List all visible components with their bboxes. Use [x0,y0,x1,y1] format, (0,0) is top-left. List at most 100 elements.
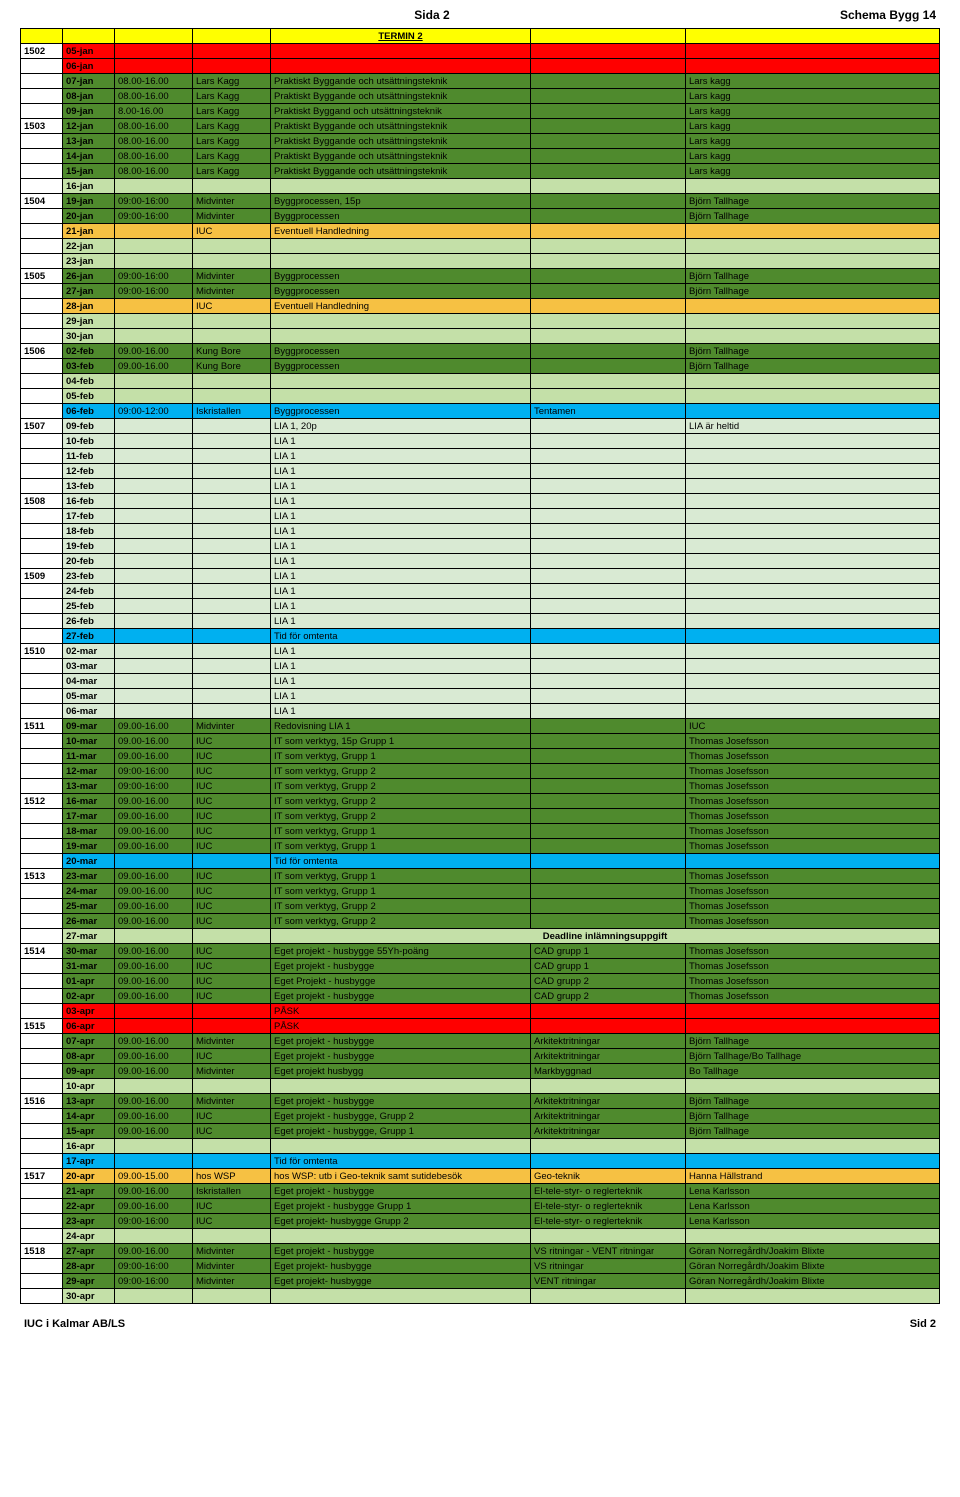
room-cell [193,329,271,344]
subject-cell: Eget projekt- husbygge [271,1259,531,1274]
note-cell [531,314,686,329]
time-cell [115,704,193,719]
teacher-cell: Thomas Josefsson [686,824,940,839]
room-cell [193,644,271,659]
subject-cell: Eget Projekt - husbygge [271,974,531,989]
note-cell [531,659,686,674]
date-cell: 19-mar [63,839,115,854]
table-row: 151827-apr09.00-16.00MidvinterEget proje… [21,1244,940,1259]
note-cell [531,389,686,404]
table-row: 02-apr09.00-16.00IUCEget projekt - husby… [21,989,940,1004]
teacher-cell: Björn Tallhage [686,1109,940,1124]
date-cell: 28-jan [63,299,115,314]
subject-cell: IT som verktyg, Grupp 1 [271,884,531,899]
table-row: 12-febLIA 1 [21,464,940,479]
time-cell: 08.00-16.00 [115,164,193,179]
date-cell: 30-mar [63,944,115,959]
note-cell [531,419,686,434]
week-cell [21,1259,63,1274]
teacher-cell: Lars kagg [686,149,940,164]
table-row: 150419-jan09:00-16:00MidvinterByggproces… [21,194,940,209]
note-cell [531,494,686,509]
table-row: 13-febLIA 1 [21,479,940,494]
date-cell: 29-apr [63,1274,115,1289]
time-cell [115,509,193,524]
note-cell: CAD grupp 2 [531,974,686,989]
teacher-cell [686,629,940,644]
subject-cell: LIA 1 [271,614,531,629]
room-cell: Midvinter [193,1274,271,1289]
table-row: 151430-mar09.00-16.00IUCEget projekt - h… [21,944,940,959]
week-cell [21,734,63,749]
table-row: 25-febLIA 1 [21,599,940,614]
subject-cell [271,239,531,254]
teacher-cell: Björn Tallhage [686,209,940,224]
week-cell [21,509,63,524]
subject-cell: IT som verktyg, Grupp 2 [271,794,531,809]
room-cell [193,254,271,269]
table-row: 16-jan [21,179,940,194]
date-cell: 13-mar [63,779,115,794]
subject-cell: Eget projekt - husbygge [271,1244,531,1259]
teacher-cell: Lars kagg [686,119,940,134]
week-cell [21,374,63,389]
time-cell [115,494,193,509]
note-cell [531,89,686,104]
subject-cell: LIA 1 [271,524,531,539]
date-cell: 24-feb [63,584,115,599]
teacher-cell: Björn Tallhage [686,359,940,374]
teacher-cell [686,179,940,194]
time-cell: 09.00-16.00 [115,1124,193,1139]
room-cell: IUC [193,794,271,809]
table-row: 13-mar09:00-16:00IUCIT som verktyg, Grup… [21,779,940,794]
subject-cell: Eget projekt - husbygge [271,1034,531,1049]
teacher-cell: Lars kagg [686,74,940,89]
room-cell [193,314,271,329]
room-cell [193,929,271,944]
teacher-cell: IUC [686,719,940,734]
date-cell: 14-jan [63,149,115,164]
teacher-cell: Björn Tallhage/Bo Tallhage [686,1049,940,1064]
week-cell [21,884,63,899]
table-row: 20-jan09:00-16:00MidvinterByggprocessenB… [21,209,940,224]
page-header: Sida 2 Schema Bygg 14 [20,8,940,28]
table-row: 01-apr09.00-16.00IUCEget Projekt - husby… [21,974,940,989]
date-cell: 12-mar [63,764,115,779]
note-cell [531,209,686,224]
date-cell: 16-apr [63,1139,115,1154]
note-cell [531,869,686,884]
week-cell [21,704,63,719]
subject-cell: IT som verktyg, Grupp 2 [271,809,531,824]
table-row: 151002-marLIA 1 [21,644,940,659]
date-cell: 07-jan [63,74,115,89]
table-row: 20-marTid för omtenta [21,854,940,869]
schedule-table: TERMIN 2150205-jan06-jan07-jan08.00-16.0… [20,28,940,1304]
table-row: 04-marLIA 1 [21,674,940,689]
room-cell: IUC [193,299,271,314]
week-cell [21,1184,63,1199]
teacher-cell [686,1004,940,1019]
note-cell [531,449,686,464]
time-cell: 09:00-16:00 [115,284,193,299]
room-cell [193,854,271,869]
room-cell: IUC [193,944,271,959]
subject-cell: LIA 1, 20p [271,419,531,434]
subject-cell: LIA 1 [271,509,531,524]
room-cell [193,689,271,704]
table-row: 03-aprPÅSK [21,1004,940,1019]
time-cell: 09.00-15.00 [115,1169,193,1184]
table-row: 23-apr09:00-16:00IUCEget projekt- husbyg… [21,1214,940,1229]
note-cell [531,554,686,569]
teacher-cell [686,299,940,314]
room-cell: hos WSP [193,1169,271,1184]
table-row: 150602-feb09.00-16.00Kung BoreByggproces… [21,344,940,359]
subject-cell: LIA 1 [271,554,531,569]
week-cell [21,89,63,104]
date-cell: 20-jan [63,209,115,224]
date-cell: 12-feb [63,464,115,479]
week-cell: 1517 [21,1169,63,1184]
date-cell: 23-apr [63,1214,115,1229]
time-cell: 09.00-16.00 [115,1064,193,1079]
table-row: 10-apr [21,1079,940,1094]
note-cell [531,164,686,179]
